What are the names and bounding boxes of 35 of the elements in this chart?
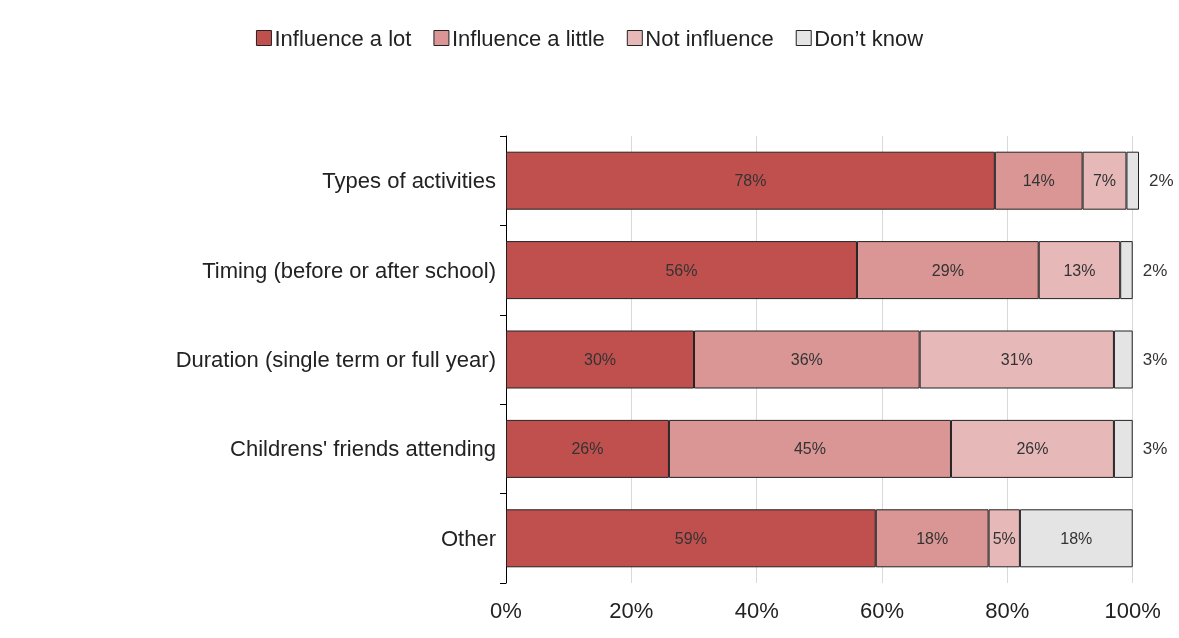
x-tick-label: 60% <box>860 597 905 623</box>
x-tick-label: 80% <box>985 597 1030 623</box>
data-label: 29% <box>931 261 964 279</box>
legend-label: Influence a little <box>451 25 605 51</box>
data-label: 3% <box>1142 350 1168 369</box>
data-label: 31% <box>1000 351 1033 368</box>
data-label: 78% <box>734 172 767 190</box>
data-label: 56% <box>665 261 698 279</box>
x-tick-label: 0% <box>490 597 522 623</box>
data-label: 36% <box>790 351 823 368</box>
y-tick-label: Other <box>440 525 496 551</box>
y-tick-label: Types of activities <box>322 168 496 194</box>
x-tick-label: 40% <box>734 597 779 623</box>
y-tick-label: Duration (single term or full year) <box>175 347 496 372</box>
data-label: 14% <box>1022 172 1055 190</box>
data-label: 45% <box>793 440 826 458</box>
data-label: 7% <box>1092 172 1117 190</box>
data-label: 26% <box>571 440 604 458</box>
data-label: 2% <box>1149 171 1174 191</box>
legend-label: Don’t know <box>814 25 924 51</box>
data-label: 13% <box>1063 261 1096 279</box>
y-tick-label: Childrens' friends attending <box>230 436 496 462</box>
legend-label: Influence a lot <box>274 25 412 51</box>
data-label: 59% <box>674 529 707 547</box>
data-label: 30% <box>583 351 617 368</box>
data-label: 2% <box>1142 260 1168 280</box>
data-label: 18% <box>916 529 949 547</box>
data-label: 18% <box>1060 529 1093 547</box>
x-tick-label: 20% <box>609 597 654 623</box>
y-tick-label: Timing (before or after school) <box>202 257 496 283</box>
legend-label: Not influence <box>645 25 774 51</box>
data-label: 5% <box>992 529 1016 547</box>
data-label: 26% <box>1016 440 1049 458</box>
x-tick-label: 100% <box>1104 597 1161 623</box>
data-label: 3% <box>1142 439 1168 459</box>
